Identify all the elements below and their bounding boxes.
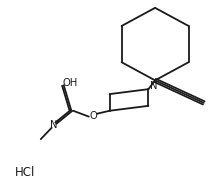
Text: O: O — [89, 111, 97, 121]
Text: OH: OH — [62, 78, 78, 88]
Text: N: N — [50, 120, 57, 131]
Text: HCl: HCl — [15, 166, 35, 179]
Text: N: N — [150, 81, 157, 91]
